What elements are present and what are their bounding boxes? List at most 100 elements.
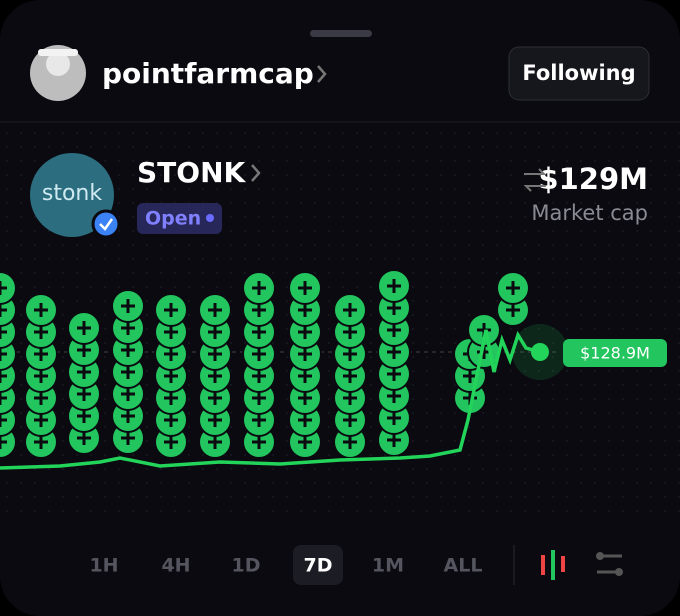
coin-plus [0,281,7,295]
coin-plus [387,345,401,359]
timeframe-button[interactable]: 1H [89,555,118,577]
coin-stacks [0,269,530,459]
swap-icon[interactable] [523,168,547,192]
timeframe-button[interactable]: 7D [304,555,333,577]
coin-plus [208,325,222,339]
coin-plus [164,325,178,339]
coin-plus [121,409,135,423]
coin-plus [298,435,312,449]
coin-plus [506,281,520,295]
coin-plus [298,281,312,295]
coin-plus [34,391,48,405]
timeframe-button[interactable]: ALL [444,555,483,577]
follow-button[interactable] [508,46,650,101]
coin-plus [387,389,401,403]
coin-plus [0,303,7,317]
coin-plus [506,303,520,317]
candle-icon[interactable] [541,550,565,580]
coin-plus [387,433,401,447]
price-pill [563,339,667,367]
coin-plus [298,391,312,405]
coin-plus [77,431,91,445]
coin-plus [0,325,7,339]
coin-plus [121,387,135,401]
chevron [251,164,261,182]
timeframe-button[interactable]: 4H [161,555,190,577]
timeframe-button[interactable]: 1M [372,555,404,577]
coin-plus [164,413,178,427]
coin-plus [298,325,312,339]
settings-icon[interactable] [596,552,623,576]
coin-plus [121,299,135,313]
chevron [317,65,327,83]
coin-plus [208,435,222,449]
coin-plus [34,369,48,383]
coin-plus [0,391,7,405]
timeframe-selected [293,545,343,585]
username[interactable]: pointfarmcap [102,57,314,90]
coin-plus [0,369,7,383]
coin-plus [252,391,266,405]
coin-plus [252,369,266,383]
coin-plus [387,367,401,381]
coin-plus [77,409,91,423]
coin-plus [343,347,357,361]
price-line-path [0,329,541,470]
coin-plus [0,347,7,361]
coin-plus [252,347,266,361]
coin-plus [34,347,48,361]
coin-plus [252,281,266,295]
coin-plus [463,369,477,383]
coin-plus [298,413,312,427]
coin-plus [0,413,7,427]
coin-plus [77,365,91,379]
coin-plus [208,369,222,383]
coin-plus [343,391,357,405]
coin [0,271,17,305]
coin-plus [77,343,91,357]
coin-plus [208,347,222,361]
coin-plus [298,347,312,361]
coin-plus [343,303,357,317]
market-cap-label: Market cap [531,201,648,225]
coin-plus [343,435,357,449]
avatar-hat [38,49,78,56]
coin-plus [208,303,222,317]
coin-plus [121,365,135,379]
status-text: Open [145,208,201,230]
coin-plus [121,431,135,445]
status-badge [137,203,222,234]
coin-plus [34,435,48,449]
follow-button-label[interactable]: Following [522,61,635,85]
price-pill-label: $128.9M [580,344,650,363]
coin-plus [343,369,357,383]
coin-plus [0,435,7,449]
coin-plus [164,303,178,317]
coin-plus [34,413,48,427]
grabber[interactable] [310,30,372,37]
coin-plus [343,413,357,427]
market-cap: $129M [538,162,648,196]
coin-plus [343,325,357,339]
coin-plus [77,321,91,335]
token-logo [30,153,114,237]
coin-plus [77,387,91,401]
coin-plus [387,301,401,315]
coin-plus [164,369,178,383]
coin-plus [121,343,135,357]
coin-plus [252,413,266,427]
avatar-face [46,52,70,76]
coin-plus [164,435,178,449]
coin-plus [34,303,48,317]
current-point [531,343,549,361]
token-name[interactable]: STONK [137,156,247,189]
timeframe-bar: 1H 4H 1D 7D 1M ALL [89,545,482,585]
token-logo-text: stonk [42,181,102,206]
status-dot [206,214,214,222]
coin-plus [298,303,312,317]
coin-plus [252,435,266,449]
timeframe-button[interactable]: 1D [232,555,261,577]
coin-plus [252,303,266,317]
